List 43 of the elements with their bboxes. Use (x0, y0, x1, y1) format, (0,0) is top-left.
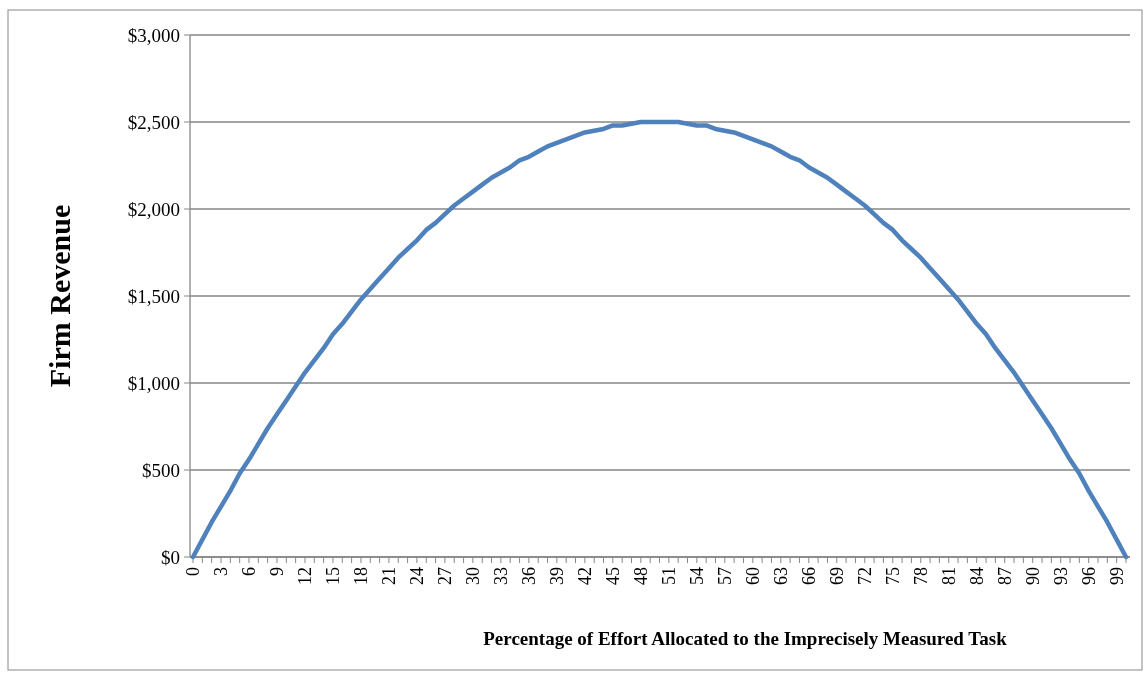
x-tick-label: 78 (910, 567, 931, 585)
x-tick-label: 3 (210, 567, 231, 576)
x-tick-label: 87 (994, 567, 1015, 585)
x-tick-label: 57 (714, 567, 735, 585)
x-tick-label: 12 (294, 567, 315, 585)
x-axis-title: Percentage of Effort Allocated to the Imprecisely Measured Task (483, 628, 1008, 649)
x-tick-label: 84 (966, 567, 987, 585)
x-tick-label: 81 (938, 567, 959, 585)
x-tick-label: 99 (1106, 567, 1127, 585)
x-tick-label: 75 (882, 567, 903, 585)
y-axis-title: Firm Revenue (43, 204, 76, 388)
x-tick-label: 69 (826, 567, 847, 585)
x-tick-label: 27 (434, 567, 455, 585)
x-tick-label: 18 (350, 567, 371, 585)
x-tick-label: 54 (686, 567, 707, 585)
x-tick-label: 15 (322, 567, 343, 585)
x-tick-label: 9 (266, 567, 287, 576)
y-tick-label: $1,500 (127, 285, 180, 307)
y-tick-label: $0 (161, 546, 180, 568)
x-tick-label: 51 (658, 567, 679, 585)
x-tick-label: 42 (574, 567, 595, 585)
x-tick-label: 30 (462, 567, 483, 585)
x-tick-label: 63 (770, 567, 791, 585)
x-tick-label: 96 (1078, 567, 1099, 585)
x-tick-label: 39 (546, 567, 567, 585)
y-tick-label: $3,000 (127, 24, 180, 46)
x-tick-label: 66 (798, 567, 819, 585)
x-tick-label: 6 (238, 567, 259, 576)
y-tick-label: $2,000 (127, 198, 180, 220)
x-tick-label: 72 (854, 567, 875, 585)
y-tick-label: $2,500 (127, 111, 180, 133)
y-tick-label: $500 (142, 459, 180, 481)
x-tick-label: 36 (518, 567, 539, 585)
x-tick-label: 21 (378, 567, 399, 585)
y-tick-label: $1,000 (127, 372, 180, 394)
x-tick-label: 0 (183, 567, 203, 576)
x-tick-label: 33 (490, 567, 511, 585)
x-tick-label: 60 (742, 567, 763, 585)
x-tick-label: 48 (630, 567, 651, 585)
x-tick-label: 24 (406, 567, 427, 585)
x-tick-label: 93 (1050, 567, 1071, 585)
x-tick-label: 45 (602, 567, 623, 585)
x-tick-label: 90 (1022, 567, 1043, 585)
